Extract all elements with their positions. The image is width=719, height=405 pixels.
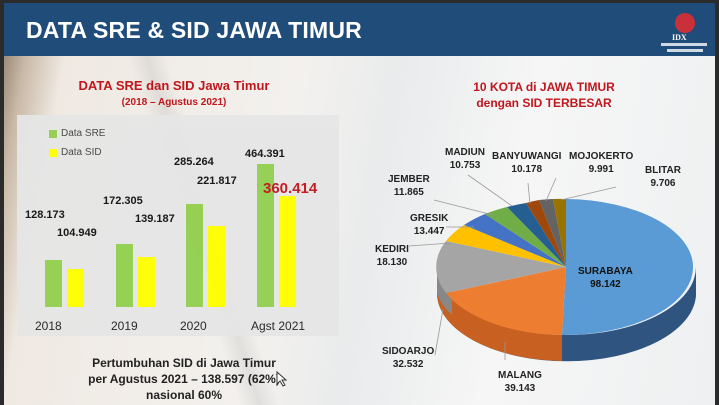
bar-sid-2020 xyxy=(208,226,225,307)
slice-value: 10.178 xyxy=(511,164,543,175)
value-label: 172.305 xyxy=(103,195,143,207)
slice-banyuwangi xyxy=(526,200,566,267)
pie-label-madiun: MADIUN 10.753 xyxy=(445,146,485,172)
value-label: 139.187 xyxy=(135,213,175,225)
slice-value: 9.706 xyxy=(650,178,676,189)
logo-text: IDX xyxy=(672,33,687,42)
slice-value: 11.865 xyxy=(393,187,424,198)
slice-name: JEMBER xyxy=(388,174,430,185)
bar-sid-2021 xyxy=(279,196,296,307)
value-label: 285.264 xyxy=(174,156,214,168)
slice-name: KEDIRI xyxy=(375,244,409,255)
logo-subline xyxy=(667,49,703,52)
legend-item-sre: Data SRE xyxy=(49,124,105,143)
pie-label-malang: MALANG 39.143 xyxy=(498,369,542,395)
bar-sre-2020 xyxy=(186,204,203,307)
idx-logo: IDX xyxy=(659,9,709,57)
slice-value: 39.143 xyxy=(504,383,536,394)
bar-chart: Data SRE Data SID 128.173 104.949 2018 1… xyxy=(17,115,339,336)
value-label: 128.173 xyxy=(25,209,65,221)
slice-name: MADIUN xyxy=(445,147,485,158)
pie-label-banyuwangi: BANYUWANGI 10.178 xyxy=(492,150,561,176)
category-label: Agst 2021 xyxy=(251,319,306,333)
legend-swatch-icon xyxy=(49,148,57,157)
page-title: DATA SRE & SID JAWA TIMUR xyxy=(26,17,362,43)
slice-value: 10.753 xyxy=(449,160,481,171)
slice-malang xyxy=(446,267,566,335)
slice-jember xyxy=(485,207,566,267)
pie-depth xyxy=(436,267,697,362)
slice-name: BANYUWANGI xyxy=(492,151,562,162)
legend-swatch-icon xyxy=(49,129,57,138)
note-line: per Agustus 2021 – 138.597 (62%) xyxy=(88,372,280,386)
value-label-highlight: 360.414 xyxy=(263,180,318,197)
pie-label-jember: JEMBER 11.865 xyxy=(388,173,430,199)
pie-chart-subtitle: dengan SID TERBESAR xyxy=(476,96,612,110)
slice-blitar xyxy=(553,198,566,267)
bar-chart-title: DATA SRE dan SID Jawa Timur xyxy=(78,78,270,93)
value-label: 104.949 xyxy=(57,227,97,239)
slice-name: SIDOARJO xyxy=(382,346,435,357)
slice-mojokerto xyxy=(539,199,566,267)
bar-sre-2019 xyxy=(116,244,133,307)
slice-value: 32.532 xyxy=(392,359,424,370)
bar-sre-2021 xyxy=(257,164,274,307)
pie-label-surabaya: SURABAYA 98.142 xyxy=(578,265,633,291)
slide: DATA SRE & SID JAWA TIMUR IDX DATA SRE d… xyxy=(4,3,715,405)
bar-chart-subtitle: (2018 – Agustus 2021) xyxy=(121,97,227,108)
bar-sid-2018 xyxy=(67,269,84,307)
slice-value: 98.142 xyxy=(590,279,621,290)
legend-label: Data SID xyxy=(61,147,102,158)
category-label: 2020 xyxy=(180,319,207,333)
pie-chart-title: 10 KOTA di JAWA TIMUR xyxy=(473,80,615,94)
note-line: Pertumbuhan SID di Jawa Timur xyxy=(92,356,276,370)
logo-emblem-icon xyxy=(675,13,695,33)
header-bar: DATA SRE & SID JAWA TIMUR IDX xyxy=(4,3,715,56)
value-label: 221.817 xyxy=(197,175,237,187)
legend-label: Data SRE xyxy=(61,128,106,139)
slice-value: 18.130 xyxy=(376,257,408,268)
mouse-cursor-icon xyxy=(276,371,288,387)
category-label: 2019 xyxy=(111,319,138,333)
category-label: 2018 xyxy=(35,319,62,333)
pie-slices xyxy=(436,198,694,336)
legend-item-sid: Data SID xyxy=(49,143,105,162)
pie-label-mojokerto: MOJOKERTO 9.991 xyxy=(569,150,633,176)
slice-name: SURABAYA xyxy=(578,266,633,277)
pie-label-gresik: GRESIK 13.447 xyxy=(410,212,448,238)
pie-label-sidoarjo: SIDOARJO 32.532 xyxy=(382,345,434,371)
slice-name: GRESIK xyxy=(410,213,449,224)
pie-label-kediri: KEDIRI 18.130 xyxy=(375,243,409,269)
slice-madiun xyxy=(507,203,566,267)
slice-kediri xyxy=(446,225,566,267)
logo-subline xyxy=(661,43,707,46)
note-line: nasional 60% xyxy=(145,388,223,402)
growth-note: Pertumbuhan SID di Jawa Timur per Agustu… xyxy=(34,355,334,403)
slice-value: 9.991 xyxy=(588,164,614,175)
slice-name: MALANG xyxy=(498,370,542,381)
value-label: 464.391 xyxy=(245,148,285,160)
bar-sre-2018 xyxy=(45,260,62,307)
slice-gresik xyxy=(464,214,566,267)
slice-sidoarjo xyxy=(436,241,566,293)
slice-value: 13.447 xyxy=(413,226,445,237)
slice-name: MOJOKERTO xyxy=(569,151,634,162)
pie-label-blitar: BLITAR 9.706 xyxy=(645,164,681,190)
slice-name: BLITAR xyxy=(645,165,681,176)
chart-legend: Data SRE Data SID xyxy=(49,124,105,162)
bar-sid-2019 xyxy=(138,257,155,307)
